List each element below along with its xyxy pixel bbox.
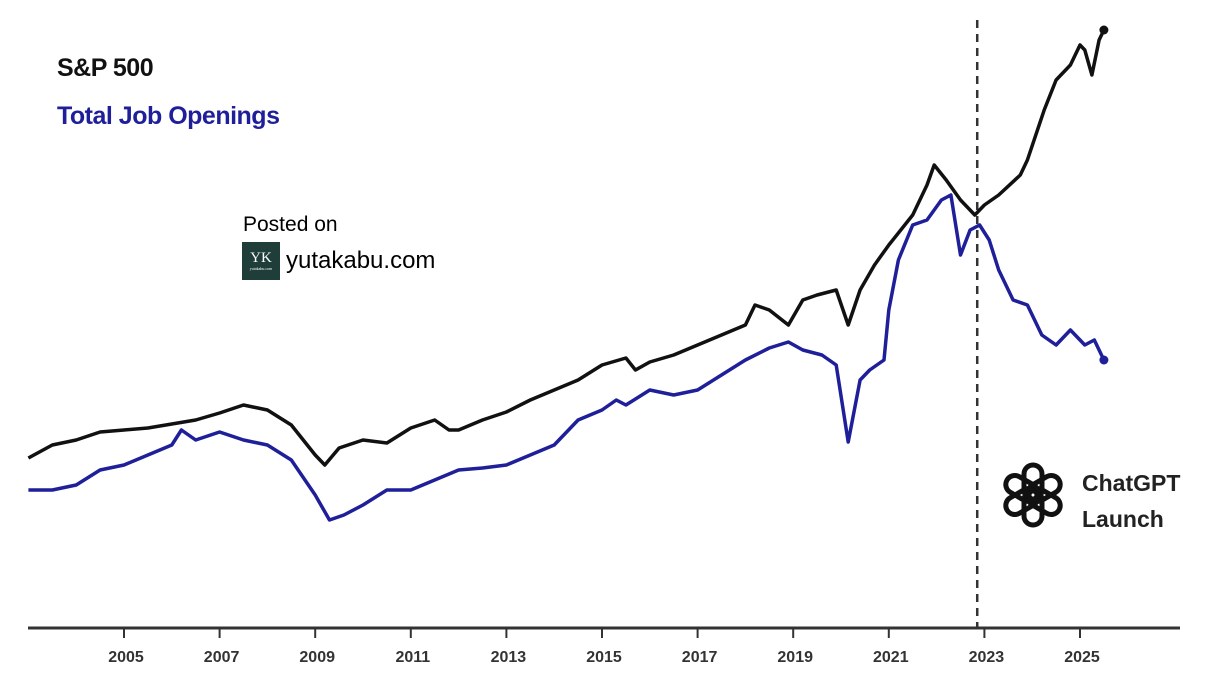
x-tick-label-2021: 2021	[873, 649, 909, 666]
chatgpt-annotation-line1: ChatGPT	[1082, 470, 1181, 496]
x-tick-label-2019: 2019	[777, 649, 813, 666]
x-tick-label-2009: 2009	[299, 649, 335, 666]
site-name: yutakabu.com	[286, 247, 436, 274]
x-tick-label-2023: 2023	[969, 649, 1005, 666]
chatgpt-annotation-line2: Launch	[1082, 506, 1164, 532]
site-watermark: YK yutakabu.com yutakabu.com	[242, 242, 435, 280]
yutakabu-logo-icon: YK yutakabu.com	[242, 242, 280, 280]
legend-sp500: S&P 500	[57, 54, 154, 82]
x-tick-label-2013: 2013	[491, 649, 527, 666]
logo-small-text: yutakabu.com	[249, 266, 273, 271]
series-end-point-sp500	[1099, 25, 1109, 35]
series-line-sp500	[27, 29, 1106, 467]
posted-on-label: Posted on	[243, 213, 338, 236]
legend-job-openings: Total Job Openings	[57, 102, 280, 130]
x-tick-label-2025: 2025	[1064, 649, 1100, 666]
x-tick-label-2017: 2017	[682, 649, 718, 666]
x-tick-label-2005: 2005	[108, 649, 144, 666]
x-tick-label-2007: 2007	[204, 649, 240, 666]
logo-letters: YK	[250, 250, 272, 266]
series-end-point-job-openings	[1099, 355, 1109, 365]
series-line-job-openings	[28, 193, 1106, 522]
x-tick-label-2015: 2015	[586, 649, 622, 666]
x-tick-label-2011: 2011	[395, 649, 430, 666]
openai-logo-icon	[1003, 462, 1063, 528]
